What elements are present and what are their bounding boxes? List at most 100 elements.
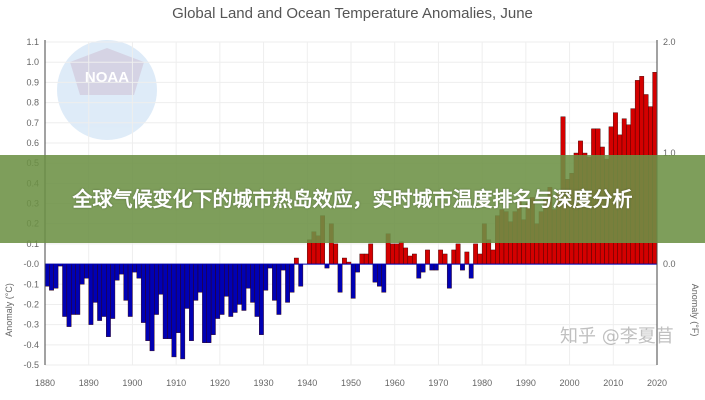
bar-1914 xyxy=(193,263,199,301)
bar-1955 xyxy=(372,263,378,283)
bar-1928 xyxy=(254,263,260,317)
bar-1930 xyxy=(263,263,269,291)
bar-1916 xyxy=(202,263,207,343)
bar-1905 xyxy=(154,263,159,315)
zhihu-watermark: 知乎 @李夏苜 xyxy=(560,326,674,347)
bar-1934 xyxy=(280,263,286,271)
bar-1902 xyxy=(140,263,146,323)
y-tick-label: 0.9 xyxy=(26,77,39,87)
bar-1921 xyxy=(224,263,229,297)
bar-1969 xyxy=(433,263,439,271)
x-tick-label: 1930 xyxy=(254,378,274,388)
bar-1944 xyxy=(324,263,330,269)
bar-1976 xyxy=(464,251,470,265)
y-right-tick-label: 0.0 xyxy=(663,259,676,269)
bar-1970 xyxy=(438,249,443,265)
y-tick-label: -0.3 xyxy=(23,320,39,330)
bar-1894 xyxy=(105,263,111,337)
x-tick-label: 1980 xyxy=(472,378,492,388)
bar-1918 xyxy=(210,263,216,335)
headline-text: 全球气候变化下的城市热岛效应，实时城市温度排名与深度分析 xyxy=(72,187,633,211)
x-tick-label: 1960 xyxy=(385,378,405,388)
bar-1931 xyxy=(267,263,273,269)
bar-1933 xyxy=(276,263,282,315)
x-tick-label: 1900 xyxy=(122,378,142,388)
bar-1901 xyxy=(136,263,142,279)
x-tick-label: 1940 xyxy=(297,378,317,388)
x-tick-label: 2010 xyxy=(603,378,623,388)
bar-1963 xyxy=(407,255,413,265)
bar-1898 xyxy=(123,263,129,301)
bar-1956 xyxy=(377,263,382,287)
bar-1904 xyxy=(149,263,155,352)
bar-1971 xyxy=(442,253,448,265)
bar-1887 xyxy=(75,263,81,315)
y-tick-label: 1.0 xyxy=(26,57,39,67)
bar-1911 xyxy=(180,263,186,360)
bar-1965 xyxy=(416,263,422,279)
bar-1947 xyxy=(337,263,343,293)
bar-1952 xyxy=(359,253,365,265)
bar-1889 xyxy=(84,263,89,279)
bar-1908 xyxy=(167,263,172,339)
y-tick-label: -0.2 xyxy=(23,299,39,309)
bar-1964 xyxy=(412,253,417,265)
y-tick-label: -0.0 xyxy=(23,259,39,269)
bar-1900 xyxy=(132,263,138,273)
bar-1880 xyxy=(44,263,50,287)
bar-1882 xyxy=(53,263,59,289)
noaa-watermark-logo: NOAA xyxy=(57,40,157,140)
x-tick-label: 2020 xyxy=(647,378,667,388)
bar-1893 xyxy=(101,263,107,317)
x-tick-label: 1880 xyxy=(35,378,55,388)
headline-banner: 全球气候变化下的城市热岛效应，实时城市温度排名与深度分析 xyxy=(0,155,705,243)
y-tick-label: 0.6 xyxy=(26,138,39,148)
bar-1897 xyxy=(119,263,124,275)
bar-1903 xyxy=(145,263,151,341)
x-tick-label: 1990 xyxy=(516,378,536,388)
bar-1884 xyxy=(62,263,68,317)
y-right-tick-label: 1.0 xyxy=(663,148,676,158)
bar-1977 xyxy=(468,263,474,279)
bar-1937 xyxy=(293,257,299,265)
bar-1948 xyxy=(342,257,347,265)
bar-1953 xyxy=(363,253,369,265)
bar-1922 xyxy=(228,263,234,317)
bar-1946 xyxy=(333,243,339,265)
bar-1972 xyxy=(446,263,452,289)
bar-1932 xyxy=(272,263,277,301)
bar-1881 xyxy=(49,263,54,291)
y-tick-label: -0.4 xyxy=(23,340,39,350)
bar-1891 xyxy=(92,263,98,303)
bar-1926 xyxy=(245,263,251,289)
bar-1981 xyxy=(486,239,492,265)
x-tick-label: 1950 xyxy=(341,378,361,388)
x-tick-label: 1910 xyxy=(166,378,186,388)
bar-1978 xyxy=(473,243,478,265)
bar-1967 xyxy=(425,249,430,265)
bar-1938 xyxy=(298,263,304,287)
bar-1899 xyxy=(127,263,133,317)
x-tick-label: 1970 xyxy=(428,378,448,388)
bar-1885 xyxy=(66,263,72,327)
bar-1979 xyxy=(477,253,483,265)
bar-1974 xyxy=(455,243,461,265)
y-tick-label: 0.7 xyxy=(26,118,39,128)
bar-1913 xyxy=(189,263,194,341)
bar-1961 xyxy=(398,241,404,265)
bar-1951 xyxy=(355,263,360,273)
x-tick-label: 1890 xyxy=(79,378,99,388)
bar-1957 xyxy=(381,263,387,293)
bar-1966 xyxy=(420,263,426,273)
chart-title: Global Land and Ocean Temperature Anomal… xyxy=(172,5,533,22)
bar-1920 xyxy=(219,263,225,315)
bar-1973 xyxy=(451,249,457,265)
bar-1895 xyxy=(110,263,116,319)
y-tick-label: -0.5 xyxy=(23,360,39,370)
bar-1917 xyxy=(206,263,212,343)
bar-1982 xyxy=(490,249,496,265)
bar-1910 xyxy=(175,263,181,333)
bar-1950 xyxy=(350,263,356,299)
bar-1954 xyxy=(368,243,374,265)
y-tick-label: -0.1 xyxy=(23,279,39,289)
